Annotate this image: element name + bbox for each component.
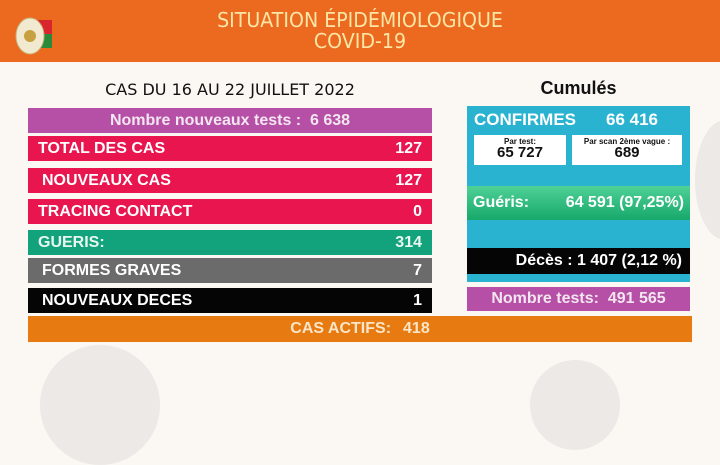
confirmed-value: 66 416 [606,110,658,129]
row-value: 314 [395,233,422,251]
cumul-tests: Nombre tests: 491 565 [467,287,690,311]
new-deaths-row: NOUVEAUX DECES 1 [28,288,432,313]
by-scan-label: Par scan 2ème vague : [583,137,671,146]
row-label: GUERIS: [38,233,105,251]
page-title: SITUATION ÉPIDÉMIOLOGIQUE COVID-19 [18,10,702,52]
recovered-label: Guéris: [473,194,530,211]
active-cases-bar: CAS ACTIFS: 418 [28,316,692,342]
row-label: NOUVEAUX CAS [42,171,171,189]
virus-decoration [695,120,720,240]
row-value: 127 [395,171,422,189]
row-label: NOUVEAUX DECES [42,291,193,309]
tests-label: Nombre tests: [491,290,599,307]
row-label: TOTAL DES CAS [38,139,166,157]
tracing-contact-row: TRACING CONTACT 0 [28,199,432,224]
row-value: 1 [413,291,422,309]
cumul-deaths: Décès : 1 407 (2,12 %) [467,248,690,274]
madagascar-logo [15,17,52,55]
cumul-recovered: Guéris: 64 591 (97,25%) [467,186,690,220]
new-tests-label: Nombre nouveaux tests : [109,111,302,129]
title-line2: COVID-19 [313,29,407,53]
row-value: 0 [413,202,422,220]
row-value: 7 [413,261,422,279]
by-test-label: Par test: [503,137,536,146]
by-test-value: 65 727 [497,144,543,161]
by-test-box: Par test: 65 727 [474,135,566,165]
severe-cases-row: FORMES GRAVES 7 [28,258,432,283]
total-cases-row: TOTAL DES CAS 127 [28,136,432,161]
virus-decoration [530,360,620,450]
by-scan-value: 689 [614,144,640,161]
recovered-value: 64 591 (97,25%) [565,194,684,211]
confirmed-label: CONFIRMES [474,110,576,129]
new-tests-value: 6 638 [310,111,351,129]
new-cases-row: NOUVEAUX CAS 127 [28,168,432,193]
active-cases-label: CAS ACTIFS: [290,320,392,337]
active-cases-value: 418 [403,320,430,337]
tests-value: 491 565 [607,290,666,307]
row-value: 127 [395,139,422,157]
header-banner [0,0,720,62]
cumul-title: Cumulés [540,78,617,98]
virus-decoration [40,345,160,465]
row-label: TRACING CONTACT [38,202,193,220]
period-label: CAS DU 16 AU 22 JUILLET 2022 [105,80,355,99]
row-label: FORMES GRAVES [42,261,182,279]
title-line1: SITUATION ÉPIDÉMIOLOGIQUE [217,8,503,32]
new-tests-row: Nombre nouveaux tests : 6 638 [28,108,432,133]
recovered-row: GUERIS: 314 [28,230,432,255]
by-scan-box: Par scan 2ème vague :689 [572,135,682,165]
